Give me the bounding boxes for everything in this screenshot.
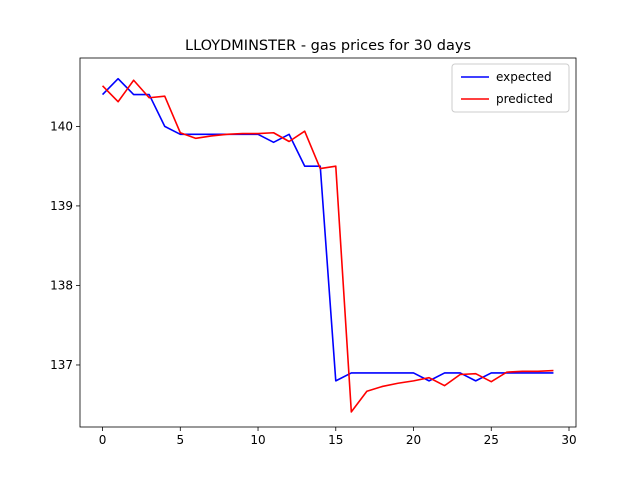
x-axis: 0 5 10 15 20 25 30 (99, 427, 577, 447)
x-tick-label: 5 (176, 433, 184, 447)
y-axis: 137 138 139 140 (50, 119, 80, 372)
series-line-expected (101, 77, 554, 382)
y-tick-label: 138 (50, 278, 73, 292)
legend: expected predicted (451, 63, 570, 113)
y-tick-label: 140 (50, 119, 73, 133)
y-tick-label: 137 (50, 358, 73, 372)
legend-label-predicted: predicted (496, 92, 553, 106)
chart-title: LLOYDMINSTER - gas prices for 30 days (185, 38, 471, 54)
x-tick-label: 0 (99, 433, 107, 447)
x-tick-label: 10 (250, 433, 265, 447)
x-tick-label: 25 (484, 433, 499, 447)
y-tick-label: 139 (50, 199, 73, 213)
legend-label-expected: expected (496, 70, 552, 84)
legend-box (451, 63, 570, 113)
x-tick-label: 30 (561, 433, 576, 447)
plot-frame (79, 57, 577, 428)
series-layer (101, 77, 554, 413)
x-tick-label: 20 (406, 433, 421, 447)
x-tick-label: 15 (328, 433, 343, 447)
series-line-predicted (101, 79, 554, 413)
